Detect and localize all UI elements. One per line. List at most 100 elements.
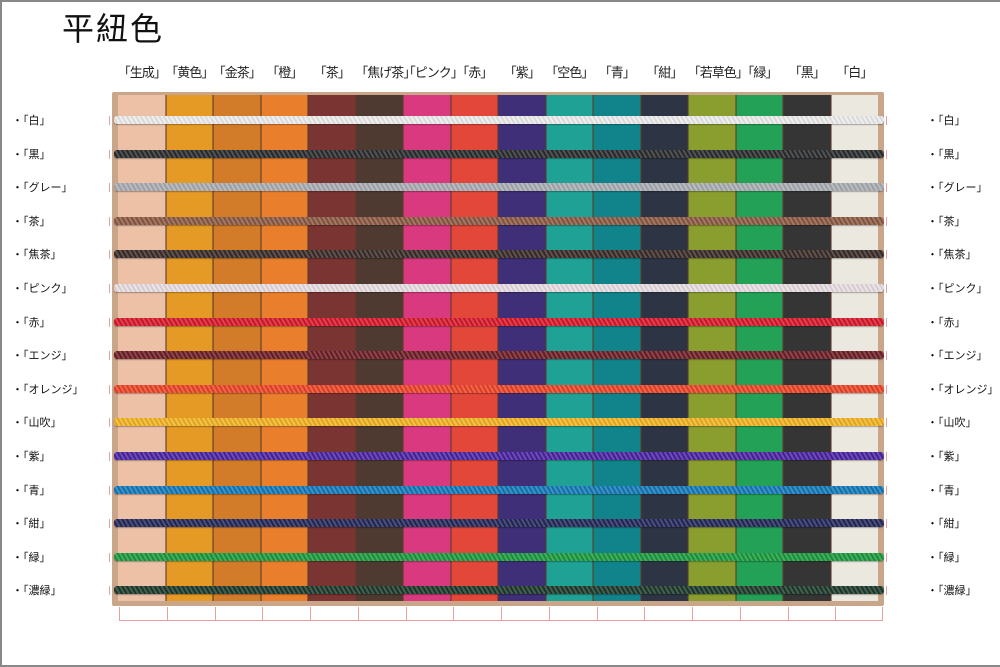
row-tick bbox=[886, 418, 887, 428]
row-label-right: ・「紫」 bbox=[927, 450, 966, 463]
row-label-right: ・「白」 bbox=[927, 114, 966, 127]
cord bbox=[114, 452, 884, 460]
swatch-divider bbox=[687, 95, 689, 601]
cord bbox=[114, 317, 884, 326]
color-swatch bbox=[118, 95, 166, 601]
color-swatch bbox=[498, 95, 546, 601]
row-tick bbox=[109, 351, 110, 361]
row-tick bbox=[886, 384, 887, 394]
grid-tick bbox=[453, 607, 455, 620]
row-label-left: ・「緑」 bbox=[12, 550, 51, 564]
swatch-divider bbox=[497, 95, 499, 601]
row-tick bbox=[109, 384, 110, 394]
row-label-right: ・「焦茶」 bbox=[927, 248, 977, 262]
leather-swatch-board bbox=[112, 92, 884, 606]
grid-tick bbox=[166, 607, 168, 620]
row-tick bbox=[886, 284, 887, 293]
color-swatch bbox=[545, 95, 593, 601]
grid-tick bbox=[548, 607, 550, 620]
row-label-left: ・「紫」 bbox=[12, 450, 51, 463]
cord bbox=[114, 418, 884, 427]
row-label-right: ・「エンジ」 bbox=[927, 349, 988, 363]
cord bbox=[114, 384, 884, 393]
column-label: 「紺」 bbox=[646, 66, 683, 81]
column-label: 「若草色」 bbox=[687, 66, 749, 81]
row-tick bbox=[109, 216, 110, 226]
color-swatch bbox=[640, 95, 688, 601]
swatch-divider bbox=[164, 95, 167, 601]
color-swatch bbox=[450, 95, 498, 601]
row-tick bbox=[886, 519, 887, 529]
row-label-left: ・「グレー」 bbox=[12, 181, 73, 195]
row-label-left: ・「赤」 bbox=[12, 315, 51, 329]
cord bbox=[114, 149, 884, 158]
swatch-divider bbox=[639, 95, 642, 601]
row-label-right: ・「ピンク」 bbox=[927, 282, 988, 295]
row-tick bbox=[109, 586, 110, 596]
row-tick bbox=[109, 317, 110, 327]
cord bbox=[114, 485, 884, 494]
cord bbox=[114, 351, 884, 360]
row-label-right: ・「グレー」 bbox=[927, 181, 988, 195]
row-tick bbox=[886, 485, 887, 495]
grid-tick bbox=[501, 607, 502, 620]
row-tick bbox=[109, 418, 110, 428]
column-label: 「黒」 bbox=[788, 66, 826, 81]
color-swatch bbox=[593, 95, 641, 601]
column-labels: 「生成」 「黄色」 「金茶」 「橙」 「茶」 「焦げ茶」 「ピンク」 「赤」 「紫」 「空色」 「青… bbox=[118, 62, 884, 86]
swatch-divider bbox=[212, 95, 214, 601]
row-label-right: ・「赤」 bbox=[927, 315, 966, 329]
color-swatch bbox=[260, 95, 308, 601]
column-label: 「黄色」 bbox=[165, 66, 214, 81]
row-tick bbox=[109, 452, 110, 461]
column-label: 「緑」 bbox=[741, 66, 778, 81]
grid-tick bbox=[262, 607, 264, 620]
grid-tick bbox=[692, 607, 693, 620]
row-tick bbox=[109, 552, 110, 562]
row-label-left: ・「茶」 bbox=[12, 214, 51, 228]
row-tick bbox=[886, 552, 887, 562]
cord bbox=[114, 586, 884, 595]
cord bbox=[114, 116, 884, 124]
grid-tick bbox=[882, 607, 883, 620]
row-label-left: ・「青」 bbox=[12, 483, 51, 497]
row-label-left: ・「濃緑」 bbox=[12, 584, 62, 598]
row-tick bbox=[109, 250, 110, 260]
color-swatch bbox=[735, 95, 783, 601]
row-label-right: ・「緑」 bbox=[927, 550, 966, 564]
cord bbox=[114, 183, 884, 192]
color-swatch bbox=[213, 95, 261, 601]
row-tick bbox=[886, 351, 887, 361]
cord bbox=[114, 284, 884, 292]
grid-tick bbox=[357, 607, 359, 620]
row-label-right: ・「紺」 bbox=[927, 517, 966, 531]
column-label: 「焦げ茶」 bbox=[355, 66, 416, 81]
grid-tick bbox=[596, 607, 598, 620]
bottom-grid bbox=[119, 607, 883, 621]
grid-tick bbox=[119, 607, 120, 620]
column-label: 「青」 bbox=[598, 66, 636, 81]
grid-tick bbox=[835, 607, 837, 620]
column-label: 「橙」 bbox=[266, 66, 303, 81]
column-label: 「生成」 bbox=[117, 66, 167, 81]
cord bbox=[114, 250, 884, 259]
swatch-divider bbox=[734, 95, 737, 601]
row-tick bbox=[886, 250, 887, 260]
row-tick bbox=[109, 284, 110, 293]
color-swatch bbox=[308, 95, 356, 601]
row-tick bbox=[109, 183, 110, 193]
page-title: 平紐色 bbox=[62, 10, 165, 48]
row-tick bbox=[109, 149, 110, 159]
row-label-left: ・「ピンク」 bbox=[12, 282, 73, 295]
swatch-divider bbox=[829, 95, 832, 601]
swatch-divider bbox=[544, 95, 547, 601]
row-label-left: ・「エンジ」 bbox=[12, 349, 73, 363]
swatch-divider bbox=[259, 95, 262, 601]
cord bbox=[114, 519, 884, 528]
color-swatch bbox=[830, 95, 878, 601]
swatch-divider bbox=[449, 95, 452, 601]
cord bbox=[114, 216, 884, 225]
row-tick bbox=[886, 452, 887, 461]
row-label-right: ・「山吹」 bbox=[927, 416, 977, 430]
